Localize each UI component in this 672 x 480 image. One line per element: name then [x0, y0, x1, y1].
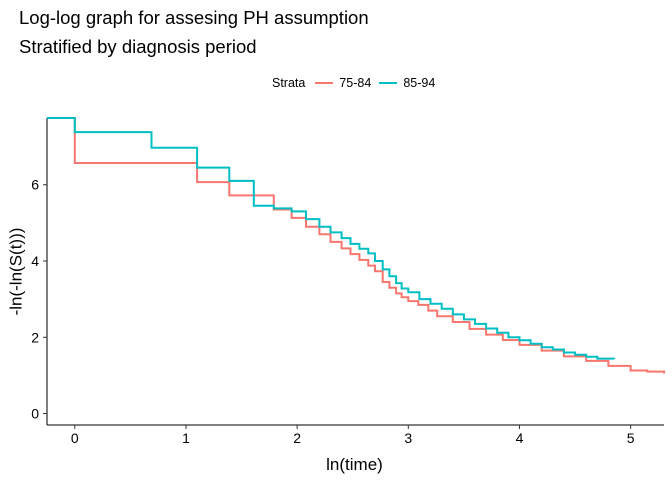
legend-swatch-85-94 [379, 82, 398, 84]
x-tick-label: 1 [182, 430, 190, 446]
x-tick-label: 2 [293, 430, 301, 446]
legend-swatch-75-84 [315, 82, 334, 84]
y-tick-label: 6 [31, 177, 39, 193]
legend-title: Strata [272, 76, 306, 90]
y-axis-label: -ln(-ln(S(t))) [6, 228, 25, 316]
legend-item-75-84: 75-84 [315, 76, 371, 90]
x-tick-label: 5 [627, 430, 635, 446]
x-tick-label: 3 [404, 430, 412, 446]
y-tick-label: 2 [31, 329, 39, 345]
x-axis-label: ln(time) [326, 455, 383, 474]
legend: Strata 75-84 85-94 [272, 76, 443, 90]
legend-label-75-84: 75-84 [339, 76, 372, 90]
series-line-85-94 [47, 117, 615, 360]
legend-item-85-94: 85-94 [379, 76, 435, 90]
x-tick-label: 4 [516, 430, 524, 446]
chart-subtitle: Stratified by diagnosis period [19, 36, 257, 57]
y-tick-label: 0 [31, 406, 39, 422]
y-tick-label: 4 [31, 253, 39, 269]
x-tick-label: 0 [71, 430, 79, 446]
legend-label-85-94: 85-94 [403, 76, 436, 90]
series-line-75-84 [47, 117, 665, 374]
chart-title: Log-log graph for assesing PH assumption [19, 7, 369, 28]
